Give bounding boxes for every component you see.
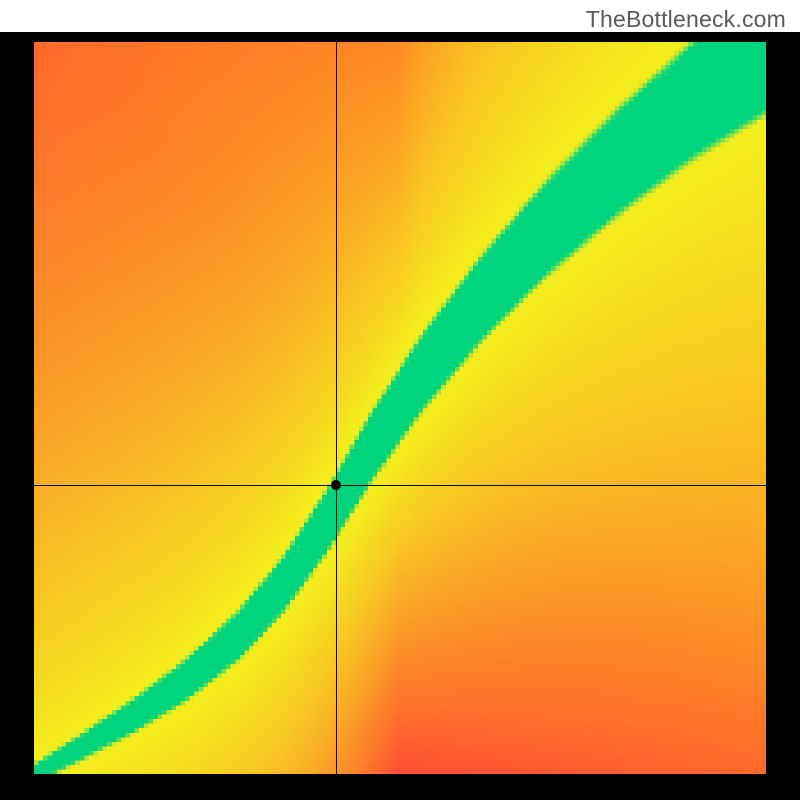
chart-container: TheBottleneck.com (0, 0, 800, 800)
heatmap-canvas (34, 42, 766, 774)
crosshair-vertical (336, 42, 337, 774)
plot-frame (0, 32, 800, 800)
watermark-text: TheBottleneck.com (586, 6, 786, 33)
heatmap-plot (34, 42, 766, 774)
crosshair-horizontal (34, 485, 766, 486)
crosshair-marker (331, 480, 341, 490)
